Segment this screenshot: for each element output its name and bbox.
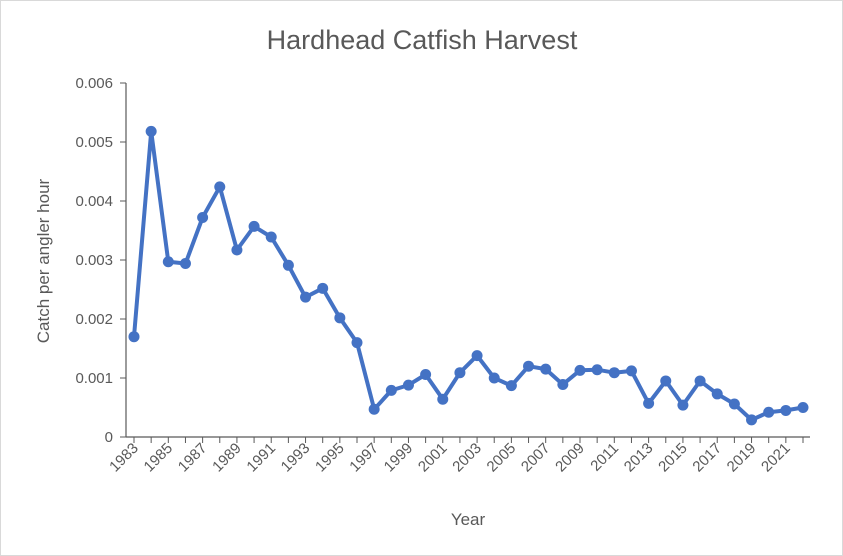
data-point — [711, 388, 723, 400]
data-point — [746, 414, 758, 426]
x-tick-label: 1985 — [141, 440, 177, 476]
data-point — [197, 212, 209, 224]
data-point — [179, 258, 191, 270]
data-point — [591, 364, 603, 376]
data-point — [677, 399, 689, 411]
data-point — [608, 367, 620, 379]
data-point — [282, 259, 294, 271]
data-point — [351, 337, 363, 349]
data-point — [300, 291, 312, 303]
data-point — [231, 244, 243, 256]
data-point — [420, 368, 432, 380]
data-point — [471, 350, 483, 362]
x-tick-label: 1995 — [312, 440, 348, 476]
data-point — [128, 331, 140, 343]
data-point — [763, 406, 775, 418]
y-tick-label: 0.004 — [75, 193, 113, 210]
y-tick-label: 0.001 — [75, 370, 113, 387]
y-tick-label: 0 — [105, 429, 113, 446]
data-point — [780, 404, 792, 416]
x-tick-label: 1997 — [346, 440, 382, 476]
data-point — [385, 384, 397, 396]
y-tick-label: 0.002 — [75, 311, 113, 328]
x-tick-label: 1993 — [278, 440, 314, 476]
x-tick-label: 2009 — [552, 440, 588, 476]
x-tick-label: 2017 — [689, 440, 725, 476]
x-tick-labels: 1983198519871989199119931995199719992001… — [106, 437, 804, 476]
y-tick-labels: 0 0.001 0.002 0.003 0.004 0.005 0.006 — [75, 75, 126, 446]
x-tick-label: 2015 — [655, 440, 691, 476]
data-point — [317, 282, 329, 294]
y-tick-label: 0.003 — [75, 252, 113, 269]
y-axis-title: Catch per angler hour — [34, 178, 53, 343]
data-point — [248, 220, 260, 232]
x-tick-label: 1989 — [209, 440, 245, 476]
y-tick-label: 0.006 — [75, 75, 113, 92]
series-line — [132, 129, 805, 422]
data-point — [454, 367, 466, 379]
data-point — [162, 256, 174, 268]
chart-title: Hardhead Catfish Harvest — [267, 25, 578, 55]
x-tick-label: 1991 — [243, 440, 279, 476]
x-tick-label: 2005 — [484, 440, 520, 476]
data-point — [643, 397, 655, 409]
data-point — [214, 181, 226, 193]
data-point — [660, 375, 672, 387]
data-point — [368, 403, 380, 415]
y-tick-label: 0.005 — [75, 134, 113, 151]
data-point — [797, 402, 809, 413]
x-tick-label: 2001 — [415, 440, 451, 476]
data-point — [402, 379, 414, 391]
data-point — [145, 125, 157, 137]
axes — [125, 83, 810, 438]
data-point — [505, 380, 517, 392]
x-tick-label: 2019 — [724, 440, 760, 476]
data-point — [523, 360, 535, 372]
x-tick-label: 2021 — [758, 440, 794, 476]
data-point — [265, 231, 277, 243]
x-tick-label: 1987 — [175, 440, 211, 476]
data-point — [334, 312, 346, 324]
data-point — [728, 398, 740, 410]
x-tick-label: 2007 — [518, 440, 554, 476]
x-tick-label: 2013 — [621, 440, 657, 476]
data-point — [694, 375, 706, 387]
x-axis-title: Year — [451, 510, 486, 529]
data-point — [574, 364, 586, 376]
data-point — [540, 363, 552, 375]
series-plot — [128, 125, 809, 426]
data-point — [437, 393, 449, 405]
data-point — [488, 372, 500, 384]
data-point — [625, 365, 637, 377]
x-tick-label: 2011 — [587, 440, 622, 475]
x-tick-label: 2003 — [449, 440, 485, 476]
data-point — [557, 378, 569, 390]
x-tick-label: 1999 — [381, 440, 417, 476]
